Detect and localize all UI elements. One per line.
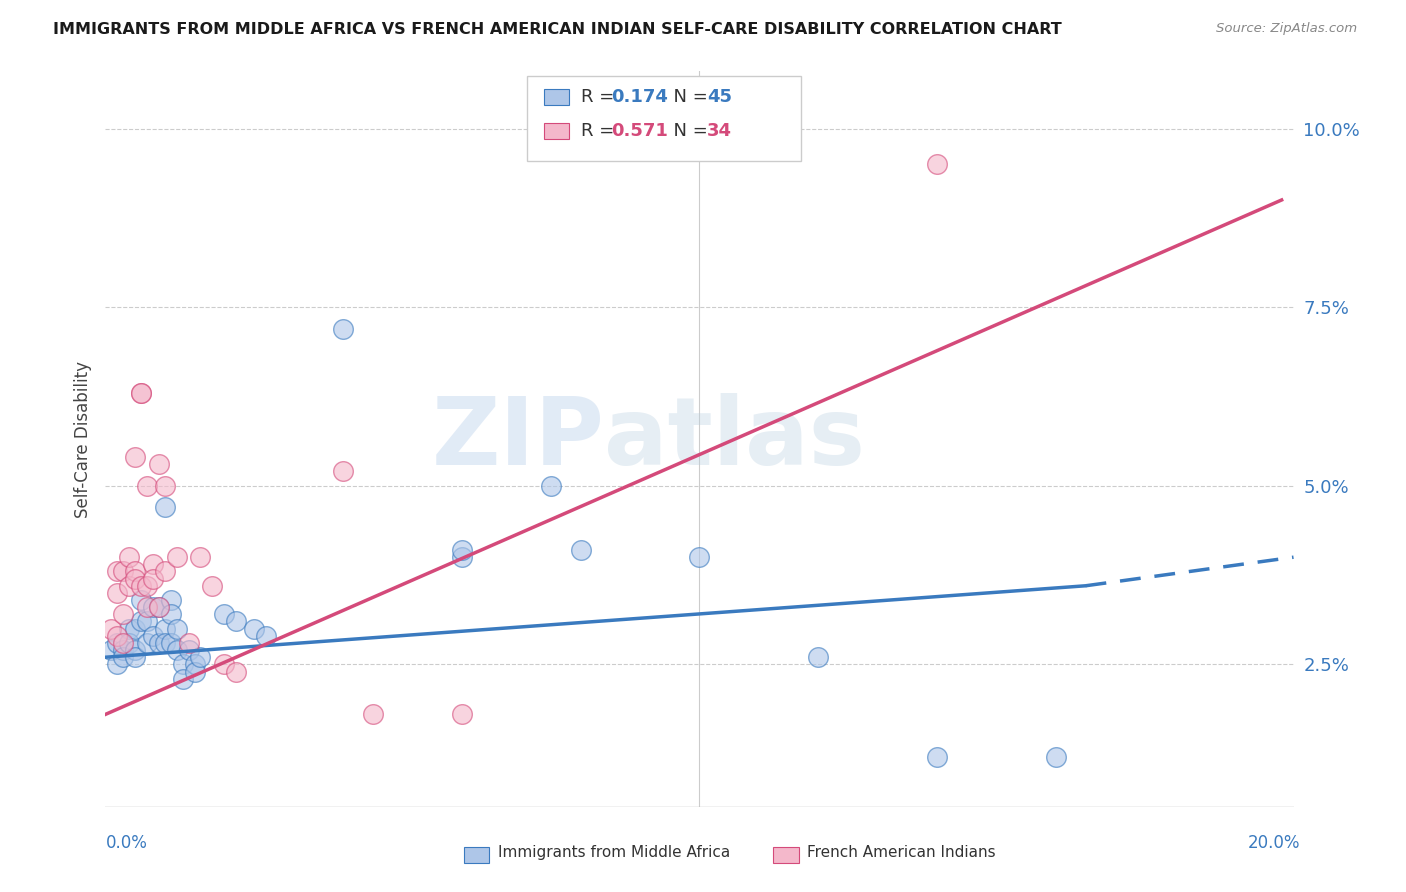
Point [112,643,135,657]
Point [136,636,159,650]
Point [214,607,236,622]
Point [105,636,128,650]
Point [112,565,135,579]
Point [450,707,472,722]
Point [100,643,122,657]
Point [159,636,181,650]
Point [136,479,159,493]
Point [118,622,141,636]
Point [124,450,146,465]
Point [183,665,205,679]
Point [254,629,277,643]
Point [361,707,384,722]
Text: R =: R = [581,122,620,140]
Point [136,615,159,629]
Point [190,550,212,565]
Point [105,586,128,600]
Text: French American Indians: French American Indians [807,846,995,860]
Point [540,479,562,493]
Point [201,579,224,593]
Point [112,607,135,622]
Point [124,565,146,579]
Point [450,550,472,565]
Text: IMMIGRANTS FROM MIDDLE AFRICA VS FRENCH AMERICAN INDIAN SELF-CARE DISABILITY COR: IMMIGRANTS FROM MIDDLE AFRICA VS FRENCH … [53,22,1062,37]
Point [112,636,135,650]
Point [124,650,146,665]
Point [159,593,181,607]
Point [105,565,128,579]
Point [124,572,146,586]
Text: 34: 34 [707,122,733,140]
Point [148,636,170,650]
Point [105,629,128,643]
Point [153,500,176,515]
Point [129,385,152,400]
Point [689,550,711,565]
Point [332,321,354,335]
Point [1045,750,1067,764]
Point [172,657,194,672]
Point [136,579,159,593]
Point [118,550,141,565]
Y-axis label: Self-Care Disability: Self-Care Disability [73,360,91,518]
Text: atlas: atlas [605,393,866,485]
Point [177,636,200,650]
Point [927,157,949,171]
Text: Immigrants from Middle Africa: Immigrants from Middle Africa [498,846,730,860]
Point [332,465,354,479]
Point [569,543,592,558]
Point [118,636,141,650]
Text: Source: ZipAtlas.com: Source: ZipAtlas.com [1216,22,1357,36]
Point [124,643,146,657]
Point [148,600,170,615]
Point [129,579,152,593]
Point [148,458,170,472]
Text: N =: N = [662,122,714,140]
Text: 0.571: 0.571 [612,122,668,140]
Point [159,607,181,622]
Point [225,665,247,679]
Point [100,622,122,636]
Point [166,643,188,657]
Text: 0.0%: 0.0% [105,834,148,852]
Point [153,636,176,650]
Point [450,543,472,558]
Point [129,593,152,607]
Point [153,479,176,493]
Point [129,385,152,400]
Point [927,750,949,764]
Text: 0.174: 0.174 [612,88,668,106]
Point [214,657,236,672]
Point [124,622,146,636]
Point [243,622,266,636]
Point [172,672,194,686]
Point [142,558,165,572]
Text: N =: N = [662,88,714,106]
Point [142,600,165,615]
Text: 45: 45 [707,88,733,106]
Point [118,579,141,593]
Point [225,615,247,629]
Text: R =: R = [581,88,620,106]
Text: ZIP: ZIP [432,393,605,485]
Point [112,650,135,665]
Point [177,643,200,657]
Point [183,657,205,672]
Point [807,650,830,665]
Point [129,615,152,629]
Point [190,650,212,665]
Point [166,622,188,636]
Point [153,622,176,636]
Point [153,565,176,579]
Point [166,550,188,565]
Point [105,657,128,672]
Point [136,600,159,615]
Point [148,600,170,615]
Point [142,572,165,586]
Point [142,629,165,643]
Text: 20.0%: 20.0% [1249,834,1301,852]
